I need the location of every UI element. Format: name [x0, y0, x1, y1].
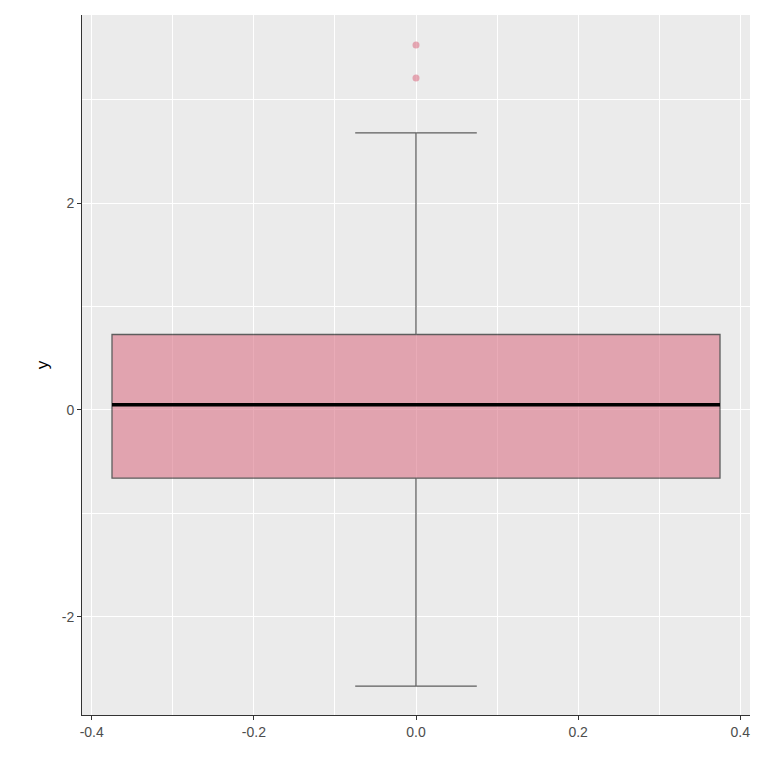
svg-text:y: y: [33, 360, 52, 369]
svg-text:0.2: 0.2: [568, 724, 588, 740]
svg-text:-2: -2: [62, 609, 75, 625]
svg-text:2: 2: [66, 195, 74, 211]
svg-text:-0.2: -0.2: [242, 724, 266, 740]
svg-text:0.4: 0.4: [731, 724, 751, 740]
svg-text:0.0: 0.0: [406, 724, 426, 740]
svg-text:0: 0: [66, 402, 74, 418]
svg-text:-0.4: -0.4: [80, 724, 104, 740]
